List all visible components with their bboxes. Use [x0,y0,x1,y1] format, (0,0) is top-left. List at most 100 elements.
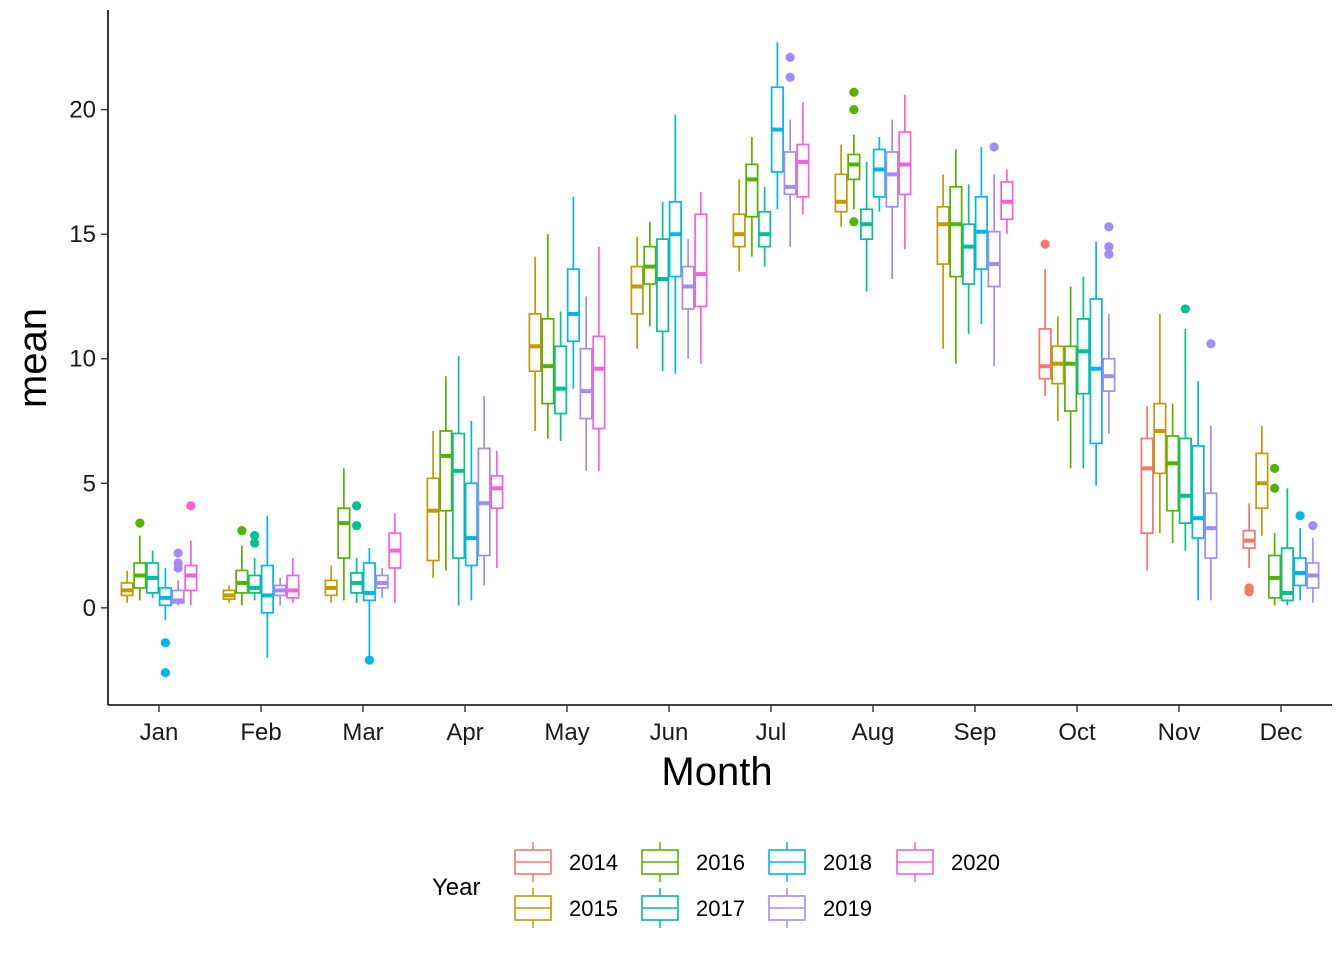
box-2016-Jul [745,137,759,257]
legend-item-2019: 2019 [768,888,872,928]
box-2019-Oct [1102,222,1116,434]
y-tick-label: 5 [83,470,96,497]
box-iqr [1204,492,1218,559]
box-2020-Feb [286,558,300,603]
box-2017-Dec [1280,488,1294,606]
x-axis-title: Month [661,750,772,794]
box-2014-Oct [1038,239,1052,397]
legend-item-2015: 2015 [514,888,618,928]
outlier-point [785,52,795,62]
plot-area [120,42,1320,678]
box-2014-Dec [1242,503,1256,597]
box-iqr [694,213,708,308]
outlier-point [364,655,374,665]
box-iqr [1140,437,1154,534]
box-iqr [554,345,568,415]
outlier-point [250,538,260,548]
outlier-point [849,217,859,227]
outlier-point [1308,521,1318,531]
box-2019-Dec [1306,521,1320,603]
x-tick-label: Apr [446,719,483,746]
box-2018-Dec [1293,511,1307,601]
outlier-point [1180,304,1190,314]
box-2017-Jan [146,550,160,598]
outlier-point [1244,587,1254,597]
axes: 0 5 10 15 20 Jan Feb Mar Apr May Jun Jul Aug Sep Oct No… [69,10,1332,746]
outlier-point [237,526,247,536]
box-iqr [1191,445,1205,539]
box-2015-Jun [630,236,644,349]
box-iqr [847,153,861,181]
box-iqr [362,562,376,602]
box-iqr [885,151,899,208]
box-iqr [528,313,542,373]
box-iqr [796,143,810,198]
legend-item-2017: 2017 [641,888,745,928]
legend-item-2016: 2016 [641,842,745,882]
x-tick-label: Aug [852,719,895,746]
box-2016-May [541,234,555,439]
box-2017-May [554,311,568,441]
x-tick-label: Jun [650,719,689,746]
box-iqr [732,213,746,248]
x-tick-label: Jan [140,719,179,746]
box-2018-Apr [464,421,478,601]
box-2019-May [579,296,593,471]
box-2017-Feb [248,531,262,601]
box-iqr [1064,345,1078,412]
box-iqr [464,482,478,567]
box-2017-Jun [656,201,670,372]
box-iqr [1166,435,1180,512]
box-2020-Sep [1000,169,1014,235]
box-2020-Jul [796,102,810,215]
legend-title: Year [432,874,481,901]
y-tick-label: 10 [69,346,96,373]
outlier-point [1295,511,1305,521]
box-2015-Jan [120,570,134,603]
box-iqr [1038,328,1052,380]
x-tick-label: Mar [342,719,383,746]
box-2019-Mar [375,567,389,598]
outlier-point [1104,242,1114,252]
box-2016-Jan [133,518,147,601]
box-iqr [949,186,963,278]
box-2020-Apr [490,450,504,568]
box-2020-Jun [694,191,708,364]
box-2015-Feb [222,585,236,603]
box-2019-Aug [885,119,899,280]
box-iqr [656,238,670,333]
box-iqr [1280,547,1294,602]
outlier-point [989,142,999,152]
box-2016-Jun [643,221,657,327]
box-2016-Aug [847,87,861,227]
box-iqr [1255,452,1269,510]
box-2018-Oct [1089,241,1103,486]
legend-label: 2020 [951,850,1000,875]
x-tick-label: Jul [756,719,787,746]
outlier-point [1206,339,1216,349]
box-2020-May [592,246,606,471]
box-iqr [1089,298,1103,445]
outlier-point [352,501,362,511]
box-2020-Jan [184,501,198,606]
outlier-point [186,501,196,511]
box-iqr [783,151,797,196]
box-iqr [337,507,351,559]
legend-label: 2016 [696,850,745,875]
box-2017-Jul [758,186,772,267]
box-2017-Apr [452,356,466,606]
box-iqr [490,474,504,510]
outlier-point [160,668,170,678]
box-iqr [286,574,300,599]
outlier-point [1104,249,1114,259]
box-2018-Mar [362,548,376,665]
legend-item-2018: 2018 [768,842,872,882]
outlier-point [785,72,795,82]
box-2019-Sep [987,142,1001,367]
y-tick-label: 20 [69,97,96,124]
x-tick-label: Oct [1058,719,1096,746]
box-iqr [962,223,976,285]
box-iqr [541,318,555,405]
box-2018-Jan [158,567,172,678]
